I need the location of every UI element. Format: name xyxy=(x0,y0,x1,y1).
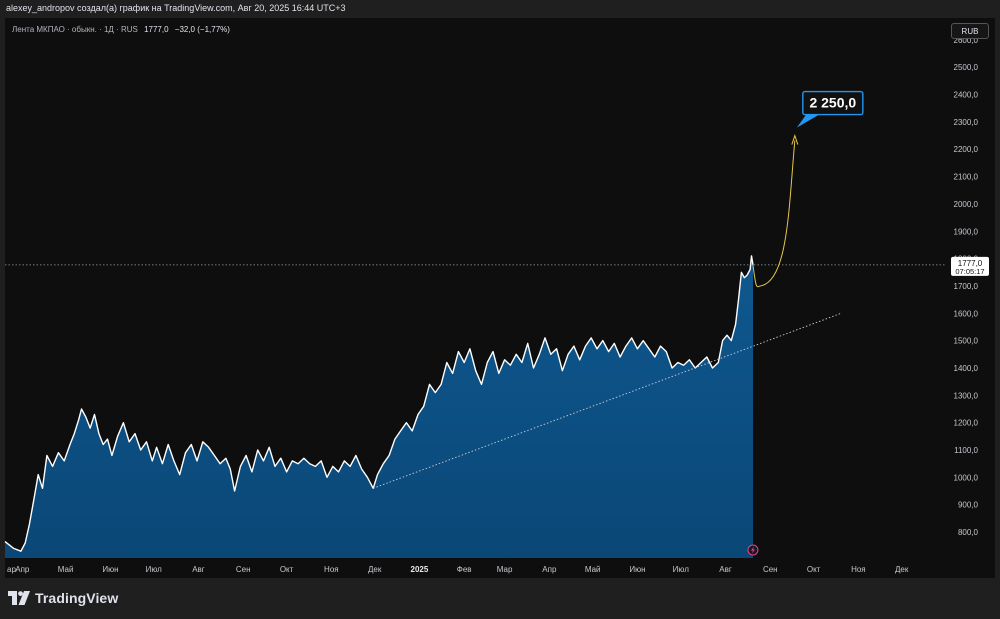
x-tick-label: Май xyxy=(585,565,601,574)
bar-countdown: 07:05:17 xyxy=(955,267,984,276)
y-tick-label: 900,0 xyxy=(958,501,979,510)
y-tick-label: 1300,0 xyxy=(954,391,979,400)
x-tick-label: Ноя xyxy=(851,565,866,574)
x-tick-label: ар xyxy=(7,565,16,574)
projection-curve xyxy=(752,140,796,288)
x-tick-label: Ноя xyxy=(324,565,339,574)
lightning-icon xyxy=(750,546,755,554)
y-tick-label: 2100,0 xyxy=(954,173,979,182)
y-tick-label: 1000,0 xyxy=(954,473,979,482)
x-tick-label: Сен xyxy=(236,565,251,574)
price-line xyxy=(4,255,754,552)
x-tick-label: Апр xyxy=(542,565,557,574)
tradingview-logo[interactable]: TradingView xyxy=(8,590,118,606)
y-tick-label: 1600,0 xyxy=(954,309,979,318)
y-tick-label: 2000,0 xyxy=(954,200,979,209)
x-tick-label: Окт xyxy=(280,565,294,574)
x-tick-label: Окт xyxy=(807,565,821,574)
projection-arrowhead xyxy=(791,133,799,145)
y-tick-label: 1200,0 xyxy=(954,419,979,428)
x-tick-label: 2025 xyxy=(411,565,429,574)
x-tick-label: Июл xyxy=(673,565,690,574)
legend-change: −32,0 (−1,77%) xyxy=(174,25,230,34)
y-tick-label: 1900,0 xyxy=(954,227,979,236)
y-tick-label: 2200,0 xyxy=(954,145,979,154)
y-tick-label: 2300,0 xyxy=(954,118,979,127)
y-tick-label: 1500,0 xyxy=(954,337,979,346)
x-tick-label: Сен xyxy=(763,565,778,574)
currency-button[interactable]: RUB xyxy=(951,23,989,39)
target-callout-box xyxy=(802,90,864,116)
x-tick-label: Июл xyxy=(146,565,163,574)
chart-legend: Лента МКПАО · обыкн. · 1Д · RUS 1777,0 −… xyxy=(12,25,230,34)
target-callout-label: 2 250,0 xyxy=(809,95,856,111)
x-tick-label: Июн xyxy=(629,565,645,574)
x-tick-label: Авг xyxy=(192,565,205,574)
brand-name: TradingView xyxy=(35,590,119,606)
y-tick-label: 2400,0 xyxy=(954,91,979,100)
top-bar: alexey_andropov создал(а) график на Trad… xyxy=(0,0,1000,18)
x-tick-label: Апр xyxy=(15,565,30,574)
x-tick-label: Авг xyxy=(719,565,732,574)
current-price-value: 1777,0 xyxy=(958,259,983,268)
tradingview-logo-icon xyxy=(8,591,30,605)
y-tick-label: 2500,0 xyxy=(954,63,979,72)
y-tick-label: 2600,0 xyxy=(954,36,979,45)
author-line: alexey_andropov создал(а) график на Trad… xyxy=(6,3,346,13)
y-tick-label: 1400,0 xyxy=(954,364,979,373)
y-tick-label: 1700,0 xyxy=(954,282,979,291)
x-tick-label: Мар xyxy=(497,565,513,574)
legend-symbol: Лента МКПАО · обыкн. · 1Д · RUS xyxy=(12,25,138,34)
legend-last-price: 1777,0 xyxy=(144,25,169,34)
support-trendline xyxy=(373,312,842,489)
current-price-tag xyxy=(951,256,989,276)
y-tick-label: 1100,0 xyxy=(954,446,978,455)
y-tick-label: 800,0 xyxy=(958,528,979,537)
x-tick-label: Июн xyxy=(102,565,118,574)
price-area-fill xyxy=(5,255,753,558)
x-tick-label: Дек xyxy=(895,565,909,574)
x-tick-label: Май xyxy=(58,565,74,574)
target-callout-pointer xyxy=(796,113,821,128)
x-tick-label: Фев xyxy=(457,565,472,574)
footer xyxy=(0,578,1000,619)
x-tick-label: Дек xyxy=(368,565,382,574)
